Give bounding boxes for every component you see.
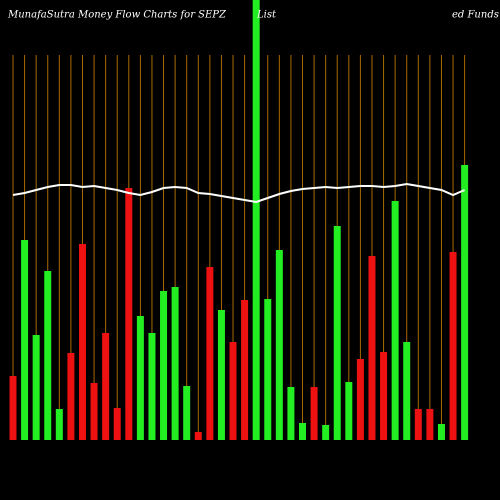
bar (113, 408, 121, 440)
bar (21, 240, 29, 440)
bar (183, 386, 191, 440)
bar (368, 256, 376, 440)
bar (136, 316, 144, 440)
bar (426, 409, 434, 440)
bar (160, 291, 168, 440)
bar (55, 409, 63, 440)
chart-title: MunafaSutra Money Flow Charts for SEPZ (7, 10, 227, 21)
bar (9, 376, 17, 440)
bar (437, 424, 445, 440)
bar (171, 287, 179, 440)
bar (310, 387, 318, 440)
bar (345, 382, 353, 440)
chart-title: ed Funds (452, 10, 499, 21)
chart-title: List (256, 10, 277, 21)
bar (275, 250, 283, 440)
bar (194, 432, 202, 440)
bar (241, 300, 249, 440)
bar (403, 342, 411, 440)
bar (414, 409, 422, 440)
bar (287, 387, 295, 440)
bar (380, 352, 388, 440)
bar (217, 310, 225, 440)
bar (67, 353, 75, 440)
bar (322, 425, 330, 440)
bar (125, 188, 133, 440)
lines (12, 182, 466, 204)
bar (391, 201, 399, 440)
bar (90, 383, 98, 440)
bar (32, 335, 40, 440)
bar (102, 333, 110, 440)
bar (461, 165, 469, 440)
bar (78, 244, 86, 440)
bar (356, 359, 364, 440)
bar (206, 267, 214, 440)
bar (449, 252, 457, 440)
bar (264, 299, 272, 440)
line (12, 182, 466, 204)
bars (9, 0, 469, 440)
bar (229, 342, 237, 440)
bar (148, 333, 156, 440)
bar (333, 226, 341, 440)
bar (299, 423, 306, 440)
bar (252, 0, 260, 440)
bar (44, 271, 52, 440)
